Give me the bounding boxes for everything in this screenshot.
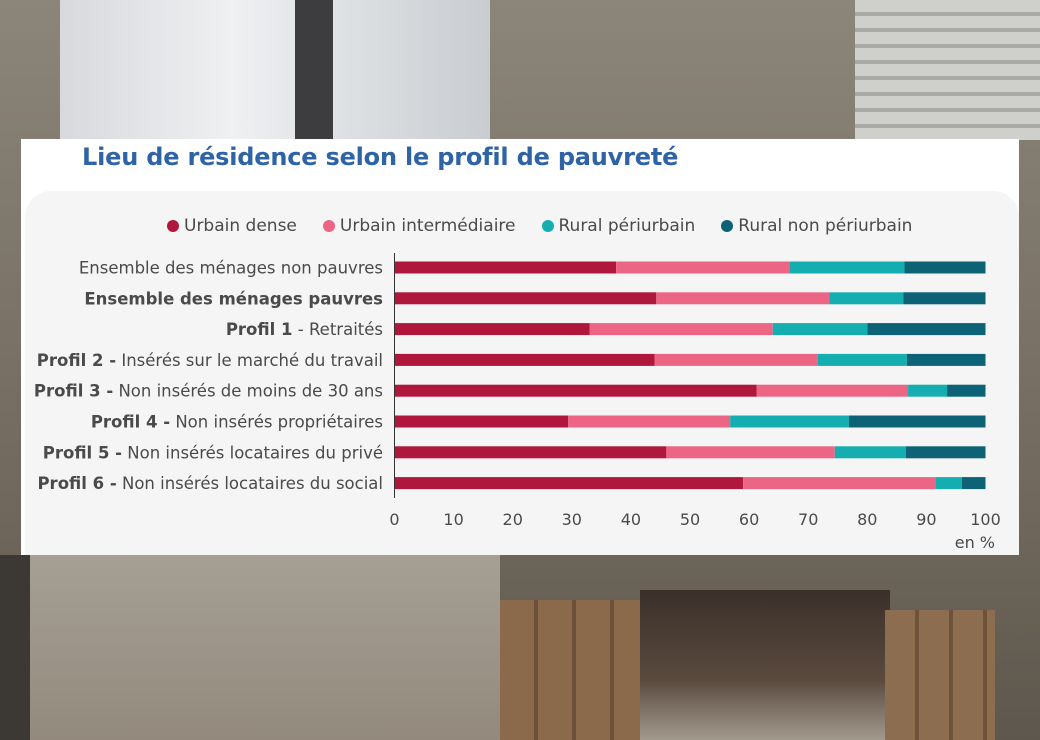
bar-segment: [834, 446, 906, 459]
category-label: Ensemble des ménages non pauvres: [79, 259, 383, 278]
legend-item: Rural périurbain: [541, 216, 696, 236]
bar-segment: [568, 415, 731, 428]
bar-segment: [908, 384, 948, 397]
x-tick-label: 40: [621, 510, 641, 529]
category-label: Profil 3 - Non insérés de moins de 30 an…: [34, 382, 383, 401]
category-label: Profil 4 - Non insérés propriétaires: [91, 413, 383, 432]
bar-segment: [743, 477, 936, 490]
category-labels: Ensemble des ménages non pauvres Ensemble…: [34, 259, 383, 494]
bar-segment: [772, 323, 868, 336]
legend-marker: [322, 220, 335, 232]
bar-segment: [867, 323, 986, 336]
bar-segment: [589, 323, 773, 336]
bar-segment: [817, 353, 907, 366]
x-tick-label: 20: [503, 510, 523, 529]
bar-segment: [756, 384, 909, 397]
background-lower-wall: [30, 555, 500, 740]
bar-segment: [394, 261, 617, 274]
legend-marker: [167, 220, 179, 232]
x-tick-label: 0: [389, 510, 399, 529]
background-door-shutter-left: [500, 600, 640, 740]
bar-segment: [656, 292, 830, 305]
category-label: Profil 1 - Retraités: [226, 320, 383, 339]
legend-label: Rural périurbain: [558, 216, 696, 236]
x-axis: 0 10 20 30 40 50 60 70 80 90 100: [389, 253, 1001, 529]
bar-segment: [905, 446, 986, 459]
bar-segment: [394, 384, 757, 397]
legend-label: Urbain dense: [184, 216, 297, 236]
chart-title: Lieu de résidence selon le profil de pau…: [82, 143, 679, 171]
legend-item: Urbain intermédiaire: [322, 216, 516, 236]
category-label: Profil 2 - Insérés sur le marché du trav…: [37, 351, 383, 370]
category-label: Ensemble des ménages pauvres: [84, 289, 383, 308]
bar-segment: [961, 477, 986, 490]
background-pipe: [0, 555, 30, 740]
bar-segment: [394, 415, 569, 428]
legend-item: Urbain dense: [167, 216, 297, 236]
category-label: Profil 6 - Non insérés locataires du soc…: [37, 474, 383, 493]
legend: Urbain dense Urbain intermédiaire Rural …: [167, 216, 938, 236]
background-door: [640, 590, 890, 740]
x-tick-label: 50: [680, 510, 700, 529]
legend-label: Rural non périurbain: [738, 216, 913, 236]
legend-marker: [721, 220, 734, 232]
x-tick-label: 10: [443, 510, 463, 529]
bar-segment: [904, 261, 986, 274]
bar-segment: [394, 323, 590, 336]
category-label: Profil 5 - Non insérés locataires du pri…: [43, 443, 383, 462]
bar-segment: [616, 261, 790, 274]
bar-segment: [903, 292, 986, 305]
bar-segment: [394, 353, 655, 366]
bar-segment: [848, 415, 986, 428]
plot-area: [25, 191, 1019, 555]
bar-segment: [394, 477, 744, 490]
bar-segment: [947, 384, 986, 397]
background-shutter: [855, 0, 1040, 140]
bar-segment: [394, 292, 657, 305]
legend-label: Urbain intermédiaire: [339, 216, 516, 236]
bar-segment: [394, 446, 667, 459]
x-tick-label: 80: [857, 510, 877, 529]
background-door-shutter-right: [885, 610, 995, 740]
bar-segment: [730, 415, 849, 428]
bar-chart: Ensemble des ménages non pauvres Ensemble…: [34, 253, 1001, 552]
x-tick-label: 90: [916, 510, 936, 529]
x-tick-label: 60: [739, 510, 759, 529]
chart-panel: Lieu de résidence selon le profil de pau…: [21, 139, 1019, 555]
background-pole: [295, 0, 333, 140]
background-window: [60, 0, 490, 140]
bars: [394, 261, 986, 490]
legend-marker: [541, 220, 554, 232]
x-tick-label: 30: [562, 510, 582, 529]
bar-segment: [789, 261, 905, 274]
bar-segment: [906, 353, 986, 366]
bar-segment: [829, 292, 904, 305]
bar-segment: [935, 477, 962, 490]
x-tick-label: 70: [798, 510, 818, 529]
bar-segment: [654, 353, 818, 366]
x-tick-label: 100: [970, 510, 1001, 529]
legend-item: Rural non périurbain: [721, 216, 912, 236]
unit-label: en %: [955, 533, 995, 552]
bar-segment: [666, 446, 835, 459]
